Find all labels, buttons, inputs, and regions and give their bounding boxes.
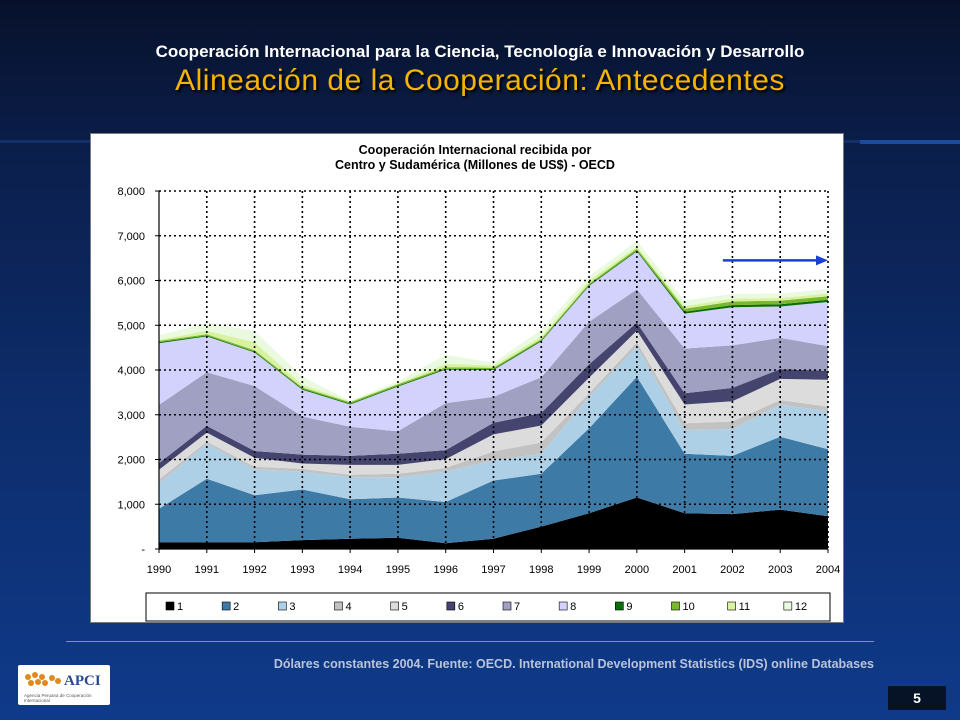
- chart-panel: Cooperación Internacional recibida por Ce…: [90, 133, 844, 623]
- x-tick-label: 2002: [720, 564, 744, 576]
- footer-divider: [66, 641, 874, 642]
- y-tick-label: 4,000: [117, 365, 145, 377]
- y-tick-label: 2,000: [117, 455, 145, 467]
- legend-label-9: 9: [626, 601, 632, 613]
- series-area-2: [159, 376, 828, 544]
- y-tick-label: 3,000: [117, 410, 145, 422]
- legend-label-12: 12: [795, 601, 807, 613]
- legend-label-2: 2: [233, 601, 239, 613]
- series-area-6: [159, 322, 828, 470]
- apci-logo: APCI Agencia Peruana de Cooperación Inte…: [18, 665, 110, 705]
- x-tick-label: 1994: [338, 564, 362, 576]
- x-tick-label: 1996: [433, 564, 457, 576]
- x-tick-label: 1993: [290, 564, 314, 576]
- x-tick-label: 1991: [195, 564, 219, 576]
- legend-box: [145, 592, 831, 622]
- legend-swatch-2: [221, 601, 231, 611]
- page-number: 5: [888, 686, 946, 710]
- y-tick-label: -: [141, 544, 145, 556]
- legend-swatch-4: [334, 601, 343, 611]
- series-area-4: [159, 342, 828, 484]
- x-tick-label: 1999: [577, 564, 601, 576]
- logo-name: APCI: [64, 673, 101, 689]
- legend-swatch-8: [558, 601, 568, 611]
- y-tick-label: 8,000: [117, 186, 145, 198]
- chart-title-line: Centro y Sudamérica (Millones de US$) - …: [335, 158, 615, 172]
- source-note: Dólares constantes 2004. Fuente: OECD. I…: [273, 657, 874, 671]
- x-tick-label: 2001: [672, 564, 696, 576]
- legend-label-11: 11: [739, 601, 750, 613]
- legend-label-1: 1: [177, 601, 183, 613]
- legend-label-7: 7: [514, 601, 520, 613]
- x-tick-label: 2003: [768, 564, 792, 576]
- logo-mark-icon: [25, 672, 61, 686]
- legend-swatch-3: [278, 601, 287, 611]
- stacked-area-chart: Cooperación Internacional recibida porCe…: [117, 143, 840, 622]
- slide-title: Alineación de la Cooperación: Antecedent…: [175, 64, 785, 97]
- header-divider-accent: [860, 140, 960, 144]
- legend-label-10: 10: [683, 601, 695, 613]
- chart-title-line: Cooperación Internacional recibida por: [359, 143, 592, 157]
- slide-supertitle: Cooperación Internacional para la Cienci…: [155, 42, 805, 61]
- x-tick-label: 1998: [529, 564, 553, 576]
- y-tick-label: 5,000: [117, 320, 145, 332]
- legend-swatch-1: [165, 601, 175, 611]
- series-area-1: [159, 497, 828, 549]
- legend-label-4: 4: [346, 601, 352, 613]
- legend-swatch-7: [502, 601, 512, 611]
- y-tick-label: 6,000: [117, 276, 145, 288]
- x-tick-label: 1990: [147, 564, 171, 576]
- series-area-5: [159, 330, 828, 480]
- series-area-8: [159, 251, 828, 432]
- legend-swatch-10: [671, 601, 680, 611]
- legend-label-3: 3: [289, 601, 295, 613]
- x-tick-label: 1997: [481, 564, 505, 576]
- x-tick-label: 1995: [386, 564, 410, 576]
- x-tick-label: 1992: [242, 564, 266, 576]
- legend-swatch-6: [446, 601, 456, 611]
- legend-label-6: 6: [458, 601, 464, 613]
- y-tick-label: 1,000: [117, 499, 145, 511]
- x-tick-label: 2004: [816, 564, 840, 576]
- legend-swatch-12: [783, 601, 793, 611]
- legend-swatch-11: [727, 601, 736, 611]
- logo-subtitle: Agencia Peruana de Cooperación Internaci…: [24, 693, 92, 703]
- y-tick-label: 7,000: [117, 231, 145, 243]
- series-area-7: [159, 289, 828, 464]
- legend-label-5: 5: [402, 601, 408, 613]
- trend-arrow-head: [816, 255, 828, 266]
- legend-swatch-5: [390, 601, 399, 611]
- legend-label-8: 8: [570, 601, 576, 613]
- x-tick-label: 2000: [625, 564, 649, 576]
- legend-swatch-9: [615, 601, 624, 611]
